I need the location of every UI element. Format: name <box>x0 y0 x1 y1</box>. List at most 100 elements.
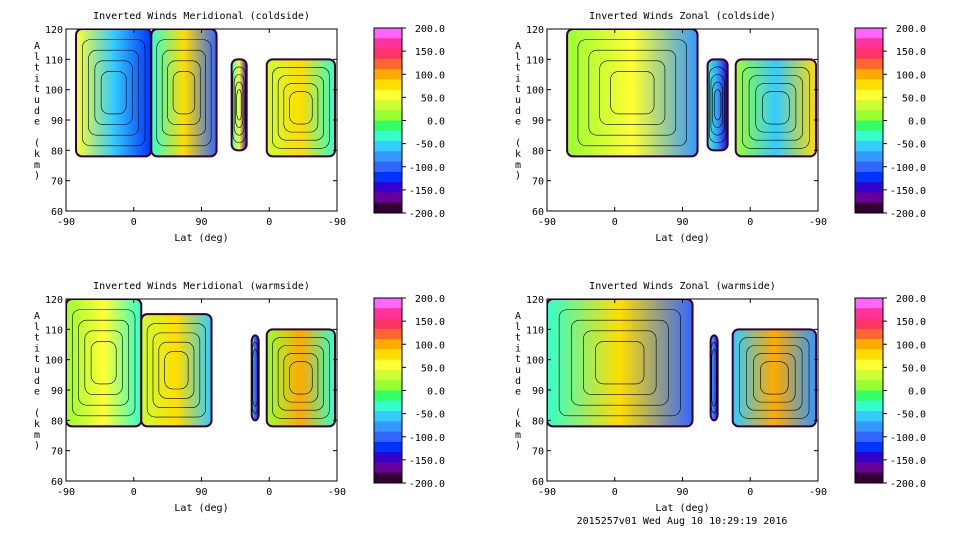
colorbar-swatch <box>374 349 402 361</box>
x-tick-label: 0 <box>266 487 272 498</box>
colorbar-label: 0.0 <box>427 117 445 128</box>
panel-1: Inverted Winds Meridional (coldside) -90 0… <box>34 11 445 244</box>
chart-title: Inverted Winds Meridional (warmside) <box>93 281 310 292</box>
colorbar-swatch <box>855 58 883 70</box>
contour-region <box>709 334 719 422</box>
y-tick-label: 90 <box>51 386 63 397</box>
y-tick-label: 110 <box>526 325 544 336</box>
contour-line <box>277 75 324 141</box>
contour-line <box>577 39 687 147</box>
colorbar-label: -50.0 <box>896 140 926 151</box>
colorbar-swatch <box>855 38 883 50</box>
x-tick-label: -90 <box>57 487 75 498</box>
colorbar-swatch <box>855 339 883 350</box>
x-tick-label: -90 <box>328 487 346 498</box>
contour-line <box>748 75 803 141</box>
colorbar-swatch <box>374 328 402 340</box>
colorbar-swatch <box>855 130 883 142</box>
colorbar-swatch <box>374 182 402 193</box>
contour-line <box>760 361 789 395</box>
contour-line <box>167 60 201 125</box>
colorbar-swatch <box>374 380 402 391</box>
x-axis-label: Lat (deg) <box>174 503 228 514</box>
y-tick-label: 70 <box>51 177 63 188</box>
colorbar-label: -150.0 <box>409 456 445 467</box>
x-tick-label: -90 <box>809 217 827 228</box>
colorbar-swatch <box>374 171 402 183</box>
colorbar-swatch <box>374 120 402 132</box>
contour-line <box>739 337 810 419</box>
x-tick-label: 90 <box>676 217 688 228</box>
colorbar-swatch <box>855 359 883 371</box>
contour-line <box>610 71 655 115</box>
colorbar-swatch <box>374 441 402 453</box>
colorbar-swatch <box>374 110 402 121</box>
contour-region <box>265 58 336 158</box>
colorbar: 200.0 150.0 100.0 50.0 0.0 -50.0 -100.0 -150.0 -… <box>373 24 445 220</box>
contour-line <box>595 341 645 385</box>
colorbar-swatch <box>855 462 883 474</box>
colorbar-swatch <box>374 339 402 350</box>
colorbar-swatch <box>374 308 402 320</box>
colorbar-swatch <box>855 141 883 152</box>
y-tick-label: 110 <box>526 55 544 66</box>
y-tick-label: 80 <box>51 146 63 157</box>
colorbar-swatch <box>855 28 883 39</box>
contour-line <box>283 83 319 133</box>
colorbar-swatch <box>855 411 883 422</box>
contour-line <box>283 353 319 403</box>
contour-region <box>230 58 248 152</box>
contour-fill-group <box>66 299 336 428</box>
colorbar-label: -200.0 <box>890 209 926 220</box>
contour-line <box>71 309 136 417</box>
contour-region <box>140 313 213 428</box>
y-tick-label: 80 <box>532 416 544 427</box>
colorbar-label: 0.0 <box>908 387 926 398</box>
contour-line <box>742 67 810 149</box>
colorbar-label: 100.0 <box>896 70 926 81</box>
colorbar-label: -100.0 <box>409 433 445 444</box>
colorbar-label: 150.0 <box>896 47 926 58</box>
colorbar-label: 200.0 <box>415 294 445 305</box>
y-tick-label: 60 <box>532 207 544 218</box>
colorbar-swatch <box>855 89 883 101</box>
y-tick-label: 120 <box>45 25 63 36</box>
contour-line <box>713 89 722 121</box>
contour-fill-group <box>566 29 817 158</box>
x-axis-label: Lat (deg) <box>655 503 709 514</box>
contour-line <box>712 81 723 128</box>
y-tick-label: 80 <box>51 416 63 427</box>
contour-region <box>75 29 153 158</box>
y-tick-label: 120 <box>526 25 544 36</box>
contour-line <box>152 332 201 408</box>
y-tick-label: 120 <box>526 295 544 306</box>
contour-region <box>66 299 143 428</box>
colorbar-swatch <box>374 452 402 463</box>
colorbar-swatch <box>855 328 883 340</box>
y-tick-label: 70 <box>532 447 544 458</box>
contour-line <box>762 91 790 125</box>
contour-region <box>706 58 729 152</box>
colorbar-label: 150.0 <box>415 47 445 58</box>
contour-line <box>158 341 195 399</box>
contour-region <box>547 299 694 428</box>
contour-line <box>558 309 681 417</box>
colorbar-swatch <box>374 28 402 39</box>
colorbar-label: -100.0 <box>890 163 926 174</box>
contour-line <box>755 83 797 133</box>
colorbar-swatch <box>374 298 402 309</box>
colorbar-swatch <box>374 192 402 204</box>
colorbar-label: 0.0 <box>427 387 445 398</box>
y-tick-label: 60 <box>51 207 63 218</box>
contour-region <box>566 29 699 158</box>
colorbar-swatch <box>855 431 883 443</box>
y-tick-label: 120 <box>45 295 63 306</box>
contour-line <box>708 66 727 144</box>
colorbar-swatch <box>855 151 883 163</box>
colorbar-label: -150.0 <box>890 456 926 467</box>
colorbar-swatch <box>855 308 883 320</box>
contour-line <box>156 39 212 147</box>
colorbar-label: 50.0 <box>902 93 926 104</box>
